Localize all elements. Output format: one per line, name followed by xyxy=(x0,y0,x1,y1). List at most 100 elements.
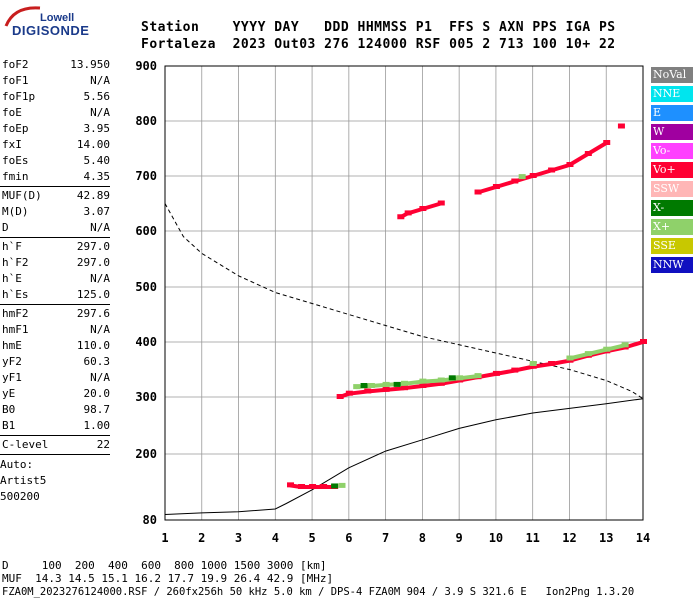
x-tick-label: 13 xyxy=(599,531,613,545)
x-tick-label: 1 xyxy=(161,531,168,545)
param-value: N/A xyxy=(90,221,110,234)
header-line-2: Fortaleza 2023 Out03 276 124000 RSF 005 … xyxy=(141,37,616,52)
logo-arc xyxy=(4,6,41,27)
legend-item-x-: X- xyxy=(651,200,693,216)
param-row: fxI 14.00 xyxy=(0,137,110,153)
param-label: hmF2 xyxy=(2,307,29,320)
param-value: 98.7 xyxy=(83,403,111,416)
y-tick-label: 600 xyxy=(135,224,157,238)
param-value: 297.0 xyxy=(76,256,110,269)
logo-name: DIGISONDE xyxy=(12,23,90,38)
true-height-profile-curve xyxy=(164,398,644,515)
trace-segment-vo xyxy=(532,168,552,178)
param-label: B0 xyxy=(2,403,16,416)
param-label: foF2 xyxy=(2,58,29,71)
trace-point-x xyxy=(393,381,401,387)
param-value: 5.56 xyxy=(83,90,111,103)
trace-segment-x xyxy=(605,343,626,352)
divider xyxy=(0,186,110,187)
param-value: 4.35 xyxy=(83,170,111,183)
param-value: N/A xyxy=(90,106,110,119)
trace-point-x xyxy=(474,373,482,379)
param-label: foE xyxy=(2,106,22,119)
param-row: B0 98.7 xyxy=(0,402,110,418)
param-value: 14.00 xyxy=(76,138,110,151)
legend-item-noval: NoVal xyxy=(651,67,693,83)
param-label: MUF(D) xyxy=(2,189,42,202)
auto-label: Auto: xyxy=(0,458,34,471)
trace-segment-vo xyxy=(495,368,515,376)
legend-item-e: E xyxy=(651,105,693,121)
param-row: C-level 22 xyxy=(0,437,110,453)
param-row: MUF(D) 42.89 xyxy=(0,188,110,204)
y-tick-label: 400 xyxy=(135,335,157,349)
param-label: M(D) xyxy=(2,205,29,218)
trace-segment-vo xyxy=(440,378,460,386)
trace-segment-vo xyxy=(513,364,534,373)
trace-point-x xyxy=(518,174,526,180)
trace-segment-vo xyxy=(550,358,570,366)
param-label: foEs xyxy=(2,154,29,167)
trace-point-vo xyxy=(603,140,611,145)
legend-item-x-: X+ xyxy=(651,219,693,235)
param-row: foEs 5.40 xyxy=(0,153,110,169)
trace-segment-x xyxy=(403,379,423,386)
trace-point-x xyxy=(621,342,629,348)
param-value: 297.6 xyxy=(76,307,110,320)
trace-point-x xyxy=(338,482,346,488)
auto-code: 500200 xyxy=(0,490,40,503)
param-label: h`E xyxy=(2,272,22,285)
x-tick-label: 9 xyxy=(456,531,463,545)
trace-segment-x xyxy=(422,378,441,384)
param-label: h`F xyxy=(2,240,22,253)
divider xyxy=(0,304,110,305)
param-row: foF1 N/A xyxy=(0,73,110,89)
param-label: hmE xyxy=(2,339,22,352)
trace-segment-vo xyxy=(403,384,423,391)
x-tick-label: 14 xyxy=(636,531,650,545)
footer-file-info: FZA0M_2023276124000.RSF / 260fx256h 50 k… xyxy=(2,586,635,598)
trace-segment-vo xyxy=(367,387,386,394)
divider xyxy=(0,237,110,238)
trace-point-vo xyxy=(617,123,625,129)
param-label: yF2 xyxy=(2,355,22,368)
x-tick-label: 5 xyxy=(308,531,315,545)
trace-segment-x xyxy=(587,347,607,357)
param-label: yE xyxy=(2,387,16,400)
param-row: D N/A xyxy=(0,220,110,236)
y-tick-label: 500 xyxy=(135,280,157,294)
param-label: h`F2 xyxy=(2,256,29,269)
param-value: 3.07 xyxy=(83,205,111,218)
legend-item-w: W xyxy=(651,124,693,140)
y-tick-label: 300 xyxy=(135,390,157,404)
parameters-panel: foF2 13.950 foF1 N/A foF1p 5.56 foE N/A foEp 3.95… xyxy=(0,57,110,505)
trace-segment-vo xyxy=(385,386,405,392)
param-value: 60.3 xyxy=(83,355,111,368)
legend-item-vo-: Vo- xyxy=(651,143,693,159)
param-row: hmE 110.0 xyxy=(0,338,110,354)
x-tick-label: 7 xyxy=(382,531,389,545)
x-tick-label: 10 xyxy=(489,531,503,545)
x-tick-label: 4 xyxy=(272,531,279,545)
trace-point-x xyxy=(331,483,339,489)
param-value: N/A xyxy=(90,74,110,87)
param-label: foF1 xyxy=(2,74,29,87)
param-row: M(D) 3.07 xyxy=(0,204,110,220)
params-group-3: h`F 297.0 h`F2 297.0 h`E N/A h`Es 125.0 xyxy=(0,239,110,303)
trace-segment-vo xyxy=(495,179,515,189)
trace-segment-vo xyxy=(421,201,442,211)
params-group-2: MUF(D) 42.89 M(D) 3.07 D N/A xyxy=(0,188,110,236)
trace-segment-vo xyxy=(586,141,608,156)
param-row: h`E N/A xyxy=(0,271,110,287)
param-value: 22 xyxy=(96,438,110,451)
param-label: foF1p xyxy=(2,90,36,103)
trace-point-x xyxy=(448,375,456,381)
legend-item-nne: NNE xyxy=(651,86,693,102)
params-group-5: C-level 22 xyxy=(0,437,110,453)
param-label: B1 xyxy=(2,419,16,432)
param-value: N/A xyxy=(90,272,110,285)
x-tick-label: 2 xyxy=(198,531,205,545)
plot-frame xyxy=(164,65,644,521)
trace-segment-vo xyxy=(422,381,442,388)
